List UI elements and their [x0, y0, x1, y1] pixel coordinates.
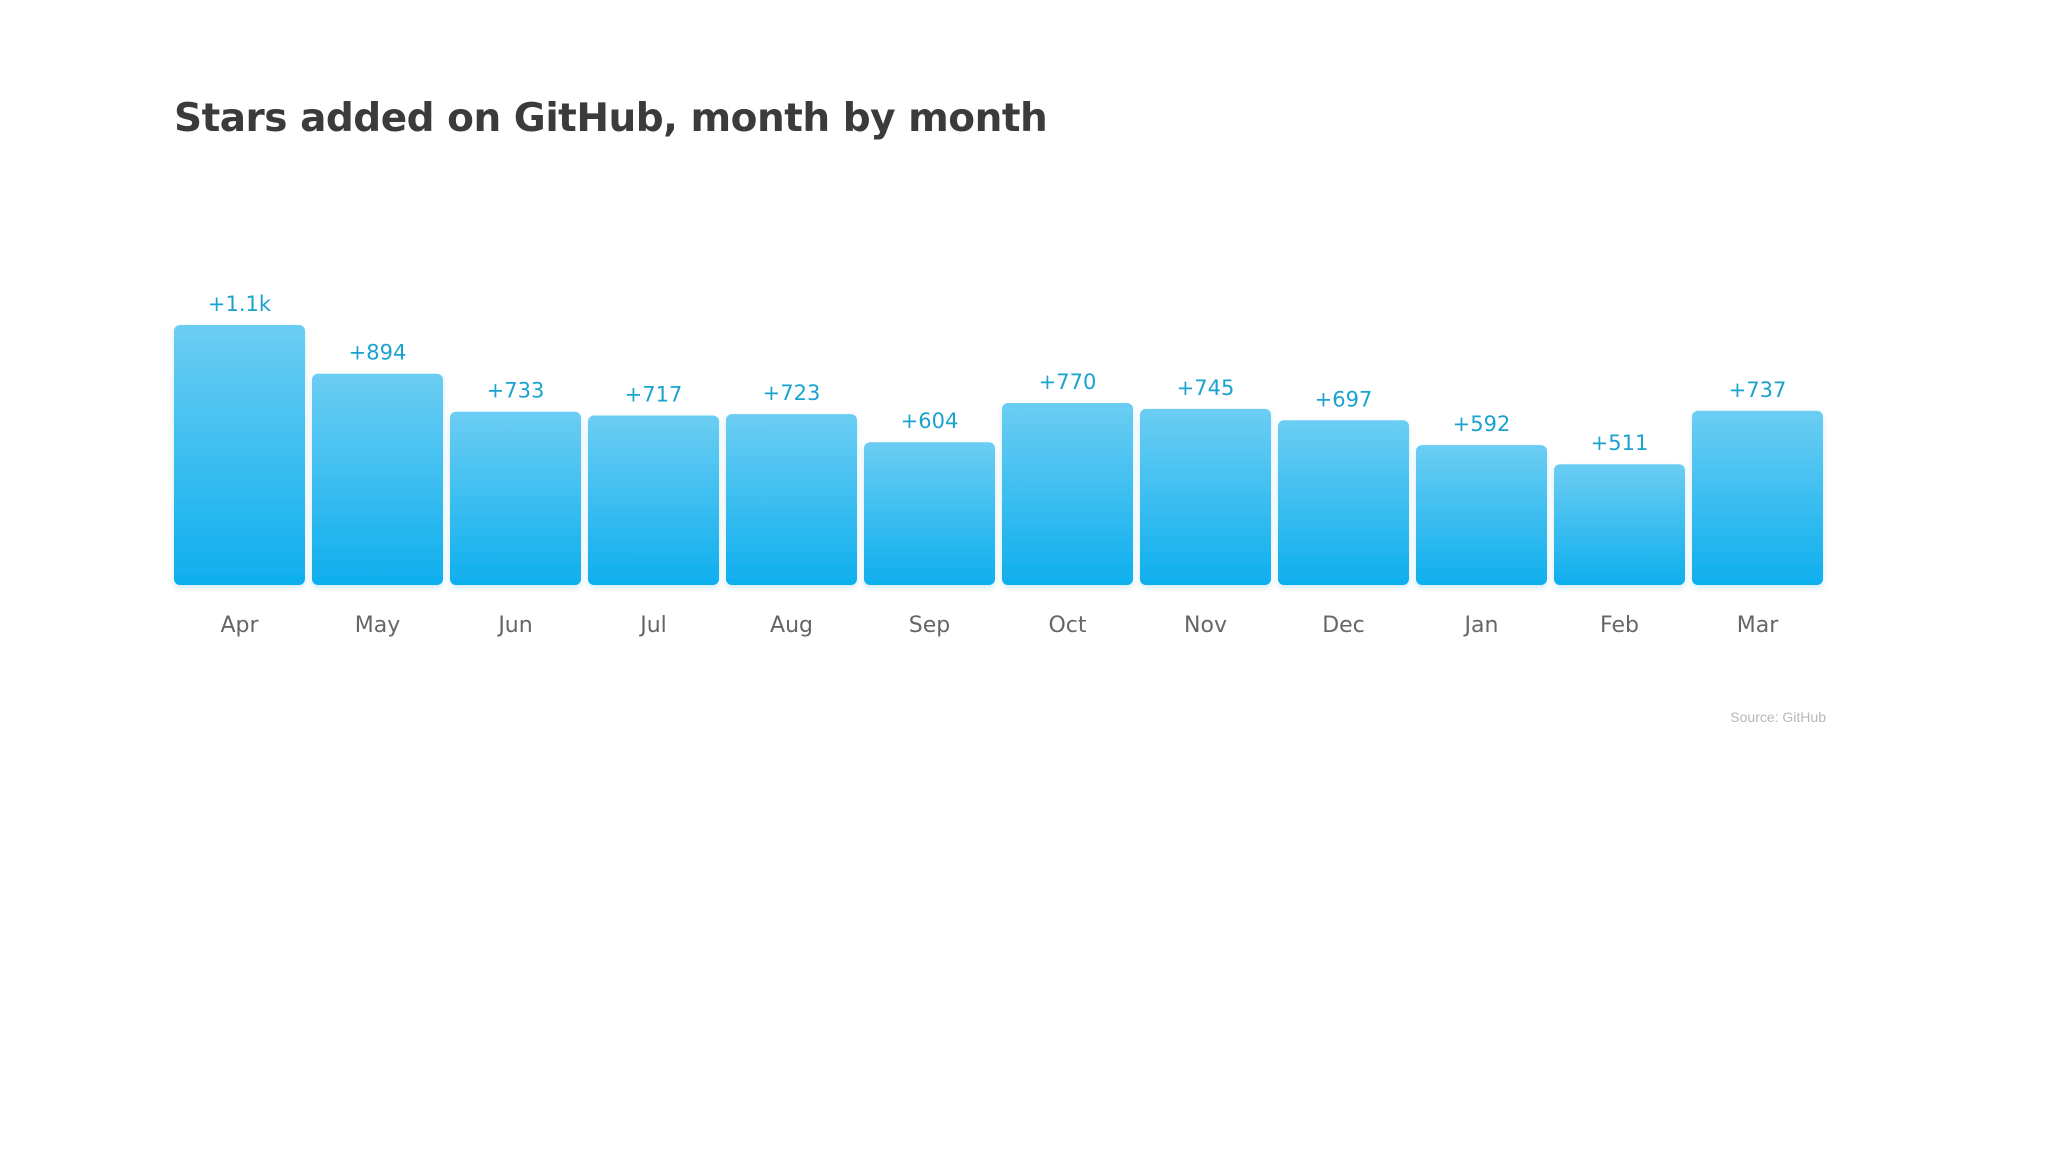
tick-label-sep: Sep — [909, 613, 950, 638]
bar-may — [312, 373, 443, 585]
data-label-oct: +770 — [1039, 370, 1097, 394]
bar-jun — [450, 411, 581, 585]
bar-dec — [1278, 420, 1409, 585]
bar-sep — [864, 442, 995, 585]
tick-label-mar: Mar — [1737, 613, 1779, 638]
bar-apr — [174, 325, 305, 585]
x-axis-tick-labels: Apr May Jun Jul Aug Sep Oct Nov Dec Jan Feb Mar — [220, 613, 1779, 638]
bar-feb — [1554, 464, 1685, 585]
data-label-jul: +717 — [625, 383, 683, 407]
tick-label-jan: Jan — [1463, 613, 1499, 638]
data-label-mar: +737 — [1729, 378, 1787, 402]
tick-label-may: May — [355, 613, 400, 638]
data-label-feb: +511 — [1591, 431, 1649, 455]
bars-layer — [174, 325, 1823, 585]
chart-title: Stars added on GitHub, month by month — [174, 96, 1048, 141]
source-note: Source: GitHub — [1730, 709, 1826, 725]
bar-aug — [726, 414, 857, 585]
data-label-may: +894 — [349, 341, 407, 365]
data-label-sep: +604 — [901, 409, 959, 433]
tick-label-dec: Dec — [1322, 613, 1365, 638]
tick-label-aug: Aug — [770, 613, 813, 638]
bar-oct — [1002, 403, 1133, 585]
data-label-dec: +697 — [1315, 387, 1373, 411]
data-labels-layer: +1.1k +894 +733 +717 +723 +604 +770 +745 +697 +59… — [208, 292, 1786, 455]
bar-jul — [588, 415, 719, 585]
bar-mar — [1692, 410, 1823, 585]
tick-label-apr: Apr — [220, 613, 259, 638]
data-label-jan: +592 — [1453, 412, 1511, 436]
bar-jan — [1416, 445, 1547, 585]
data-label-jun: +733 — [487, 379, 545, 403]
tick-label-feb: Feb — [1600, 613, 1639, 638]
tick-label-jun: Jun — [496, 613, 532, 638]
tick-label-nov: Nov — [1184, 613, 1227, 638]
tick-label-jul: Jul — [638, 613, 667, 638]
data-label-apr: +1.1k — [208, 292, 272, 316]
data-label-nov: +745 — [1177, 376, 1235, 400]
data-label-aug: +723 — [763, 381, 821, 405]
tick-label-oct: Oct — [1048, 613, 1086, 638]
bar-nov — [1140, 408, 1271, 585]
